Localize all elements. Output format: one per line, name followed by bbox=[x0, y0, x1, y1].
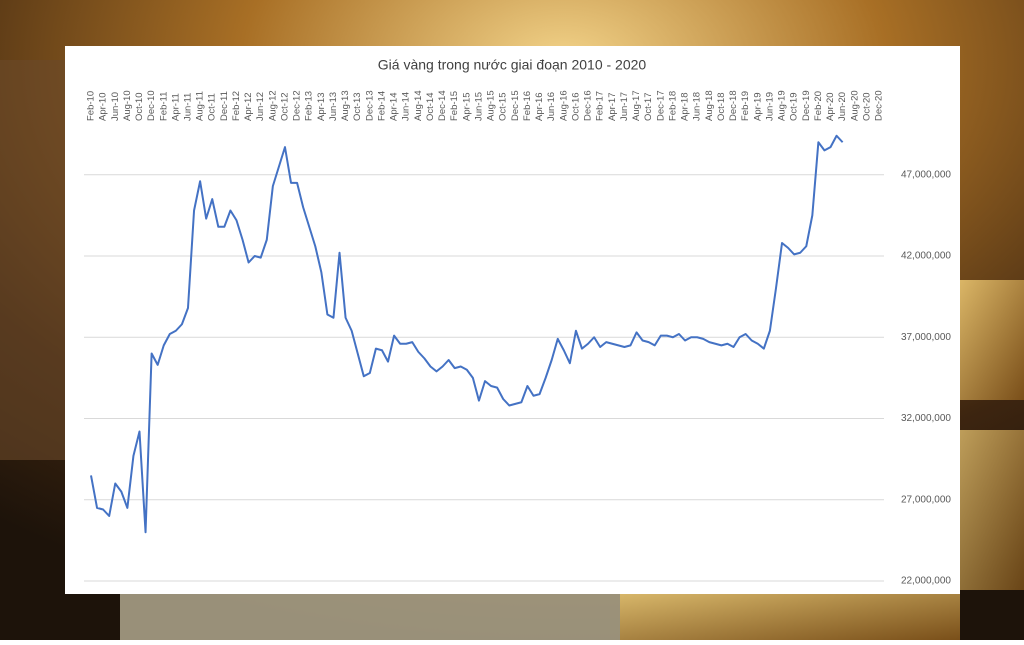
x-tick-label: Aug-20 bbox=[849, 90, 860, 121]
x-tick-label: Oct-11 bbox=[207, 93, 218, 121]
x-tick-label: Oct-12 bbox=[279, 92, 290, 121]
x-tick-label: Apr-18 bbox=[680, 92, 691, 121]
x-tick-label: Jun-16 bbox=[546, 92, 557, 121]
x-tick-label: Feb-10 bbox=[86, 91, 97, 121]
x-tick-label: Dec-20 bbox=[874, 90, 885, 121]
price-line bbox=[90, 134, 844, 534]
building bbox=[0, 60, 65, 460]
x-tick-label: Jun-17 bbox=[619, 92, 630, 121]
x-tick-label: Aug-14 bbox=[413, 90, 424, 121]
gold-coins bbox=[960, 430, 1024, 590]
x-tick-label: Oct-13 bbox=[352, 92, 363, 121]
x-tick-label: Apr-13 bbox=[316, 92, 327, 121]
x-tick-label: Dec-17 bbox=[655, 90, 666, 121]
x-tick-label: Feb-18 bbox=[667, 91, 678, 121]
y-tick-label: 47,000,000 bbox=[901, 169, 951, 180]
x-tick-label: Dec-14 bbox=[437, 90, 448, 121]
x-tick-label: Jun-20 bbox=[837, 92, 848, 121]
x-tick-label: Apr-20 bbox=[825, 92, 836, 121]
chart-title: Giá vàng trong nước giai đoạn 2010 - 202… bbox=[378, 57, 647, 73]
x-tick-label: Aug-17 bbox=[631, 90, 642, 121]
x-tick-label: Feb-11 bbox=[158, 92, 169, 121]
x-tick-label: Feb-17 bbox=[595, 91, 606, 121]
x-tick-label: Dec-19 bbox=[801, 90, 812, 121]
x-tick-label: Apr-11 bbox=[170, 93, 181, 121]
x-tick-label: Oct-10 bbox=[134, 92, 145, 121]
x-tick-label: Apr-19 bbox=[752, 92, 763, 121]
x-tick-label: Feb-13 bbox=[304, 91, 315, 121]
x-tick-label: Dec-12 bbox=[292, 90, 303, 121]
x-tick-label: Oct-18 bbox=[716, 92, 727, 121]
x-tick-label: Apr-16 bbox=[534, 92, 545, 121]
x-tick-label: Apr-17 bbox=[607, 92, 618, 121]
x-tick-label: Jun-10 bbox=[110, 92, 121, 121]
banknote bbox=[120, 594, 620, 640]
x-tick-label: Jun-13 bbox=[328, 92, 339, 121]
x-tick-label: Feb-16 bbox=[522, 91, 533, 121]
x-tick-label: Oct-17 bbox=[643, 92, 654, 121]
x-tick-label: Aug-18 bbox=[704, 90, 715, 121]
x-tick-label: Jun-12 bbox=[255, 92, 266, 121]
chart-panel bbox=[65, 46, 960, 594]
x-tick-label: Dec-11 bbox=[219, 91, 230, 121]
x-tick-label: Oct-14 bbox=[425, 92, 436, 121]
x-tick-label: Apr-12 bbox=[243, 92, 254, 121]
x-tick-label: Apr-15 bbox=[461, 92, 472, 121]
x-tick-label: Jun-18 bbox=[692, 92, 703, 121]
y-tick-label: 32,000,000 bbox=[901, 413, 951, 424]
x-tick-label: Feb-20 bbox=[813, 91, 824, 121]
x-tick-label: Feb-15 bbox=[449, 91, 460, 121]
x-tick-label: Dec-18 bbox=[728, 90, 739, 121]
x-tick-label: Aug-10 bbox=[122, 90, 133, 121]
x-tick-label: Feb-12 bbox=[231, 91, 242, 121]
x-tick-label: Aug-19 bbox=[777, 90, 788, 121]
x-tick-label: Dec-13 bbox=[364, 90, 375, 121]
x-tick-label: Jun-11 bbox=[183, 93, 194, 121]
y-tick-label: 22,000,000 bbox=[901, 576, 951, 587]
x-tick-label: Jun-14 bbox=[401, 92, 412, 121]
x-tick-label: Aug-16 bbox=[558, 90, 569, 121]
x-tick-label: Oct-19 bbox=[789, 92, 800, 121]
x-tick-label: Aug-12 bbox=[267, 90, 278, 121]
x-tick-label: Apr-14 bbox=[389, 92, 400, 121]
x-tick-label: Oct-16 bbox=[570, 92, 581, 121]
x-tick-label: Dec-16 bbox=[583, 90, 594, 121]
x-tick-label: Aug-11 bbox=[195, 91, 206, 121]
y-tick-label: 27,000,000 bbox=[901, 494, 951, 505]
x-tick-label: Oct-20 bbox=[861, 92, 872, 121]
gold-bar bbox=[620, 594, 960, 640]
x-tick-label: Apr-10 bbox=[98, 92, 109, 121]
x-tick-label: Dec-10 bbox=[146, 90, 157, 121]
x-tick-label: Dec-15 bbox=[510, 90, 521, 121]
y-tick-label: 37,000,000 bbox=[901, 332, 951, 343]
x-tick-label: Jun-19 bbox=[764, 92, 775, 121]
x-tick-label: Feb-14 bbox=[376, 91, 387, 121]
x-tick-label: Aug-13 bbox=[340, 90, 351, 121]
x-tick-label: Feb-19 bbox=[740, 91, 751, 121]
x-tick-label: Oct-15 bbox=[498, 92, 509, 121]
gold-bar bbox=[960, 280, 1024, 400]
x-tick-label: Jun-15 bbox=[473, 92, 484, 121]
y-tick-label: 42,000,000 bbox=[901, 251, 951, 262]
x-tick-label: Aug-15 bbox=[486, 90, 497, 121]
